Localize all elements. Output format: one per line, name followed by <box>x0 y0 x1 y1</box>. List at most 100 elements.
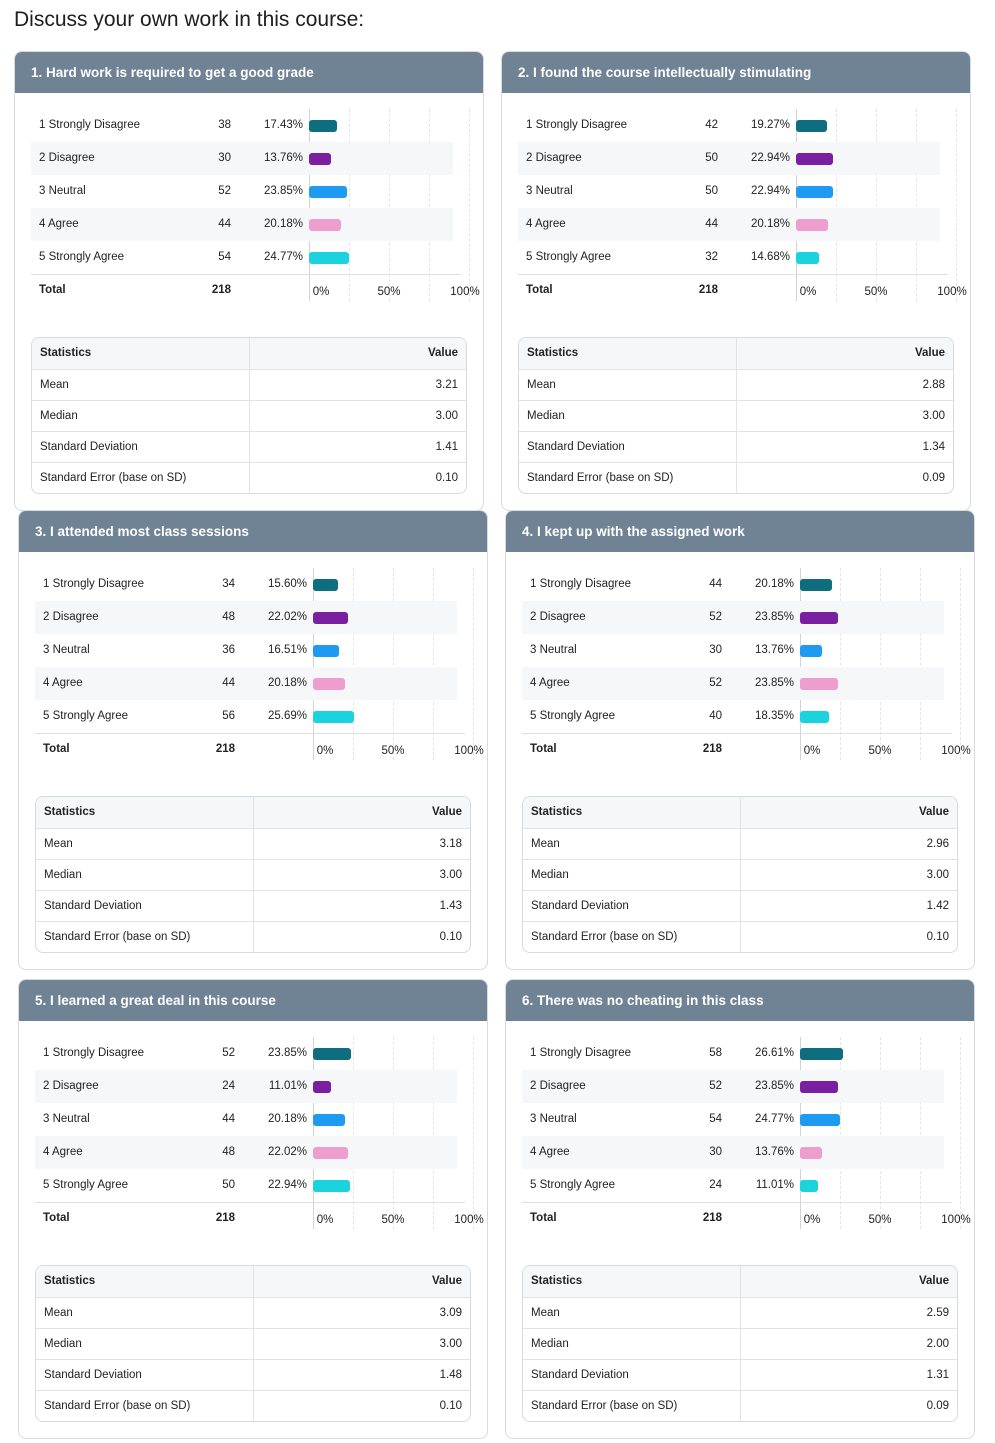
response-label: 5 Strongly Agree <box>43 1179 129 1191</box>
gridline <box>836 109 837 301</box>
axis-tick-label: 50% <box>868 1214 892 1226</box>
response-bar <box>800 1180 818 1192</box>
gridline <box>469 109 470 301</box>
response-bar <box>313 1048 352 1060</box>
response-percent: 23.85% <box>263 185 303 197</box>
response-count: 38 <box>218 119 231 131</box>
statistic-value: 3.00 <box>249 399 466 431</box>
response-bar <box>309 153 332 165</box>
response-count: 44 <box>218 218 231 230</box>
response-label: 3 Neutral <box>526 185 573 197</box>
statistics-table: Statistics Value Mean 3.09 Median 3.00 Standar… <box>35 1265 471 1422</box>
statistics-header: Statistics <box>519 338 737 369</box>
response-bar <box>800 678 839 690</box>
response-count: 52 <box>218 185 231 197</box>
response-row: 5 Strongly Agree 24 11.01% <box>522 1169 944 1202</box>
statistic-value: 1.42 <box>740 889 957 921</box>
value-header: Value <box>740 1266 957 1297</box>
response-bar <box>313 1114 346 1126</box>
statistics-row: Median 3.00 <box>36 858 470 890</box>
statistics-table: Statistics Value Mean 3.21 Median 3.00 Standar… <box>31 337 467 494</box>
response-bar <box>800 1147 823 1159</box>
response-label: 1 Strongly Disagree <box>39 119 140 131</box>
statistics-table: Statistics Value Mean 3.18 Median 3.00 Standar… <box>35 796 471 953</box>
bar-chart: 1 Strongly Disagree 52 23.85% 2 Disagree 24 1… <box>19 1037 487 1253</box>
gridline <box>349 109 350 301</box>
statistic-value: 0.09 <box>736 461 953 493</box>
response-percent: 18.35% <box>754 710 794 722</box>
statistic-value: 2.59 <box>740 1296 957 1328</box>
gridline <box>473 1037 474 1229</box>
gridline <box>876 109 877 301</box>
statistic-label: Median <box>523 1327 741 1359</box>
total-label: Total <box>526 284 553 296</box>
statistic-value: 1.48 <box>253 1358 470 1390</box>
response-count: 42 <box>705 119 718 131</box>
response-count: 44 <box>222 1113 235 1125</box>
response-bar <box>800 1048 843 1060</box>
gridline <box>956 109 957 301</box>
response-count: 36 <box>222 644 235 656</box>
statistic-value: 2.00 <box>740 1327 957 1359</box>
response-label: 5 Strongly Agree <box>526 251 612 263</box>
gridline <box>473 568 474 760</box>
statistics-row: Standard Error (base on SD) 0.10 <box>36 920 470 952</box>
response-row: 4 Agree 44 20.18% <box>35 667 457 700</box>
statistic-value: 3.00 <box>736 399 953 431</box>
gridline <box>393 568 394 760</box>
response-label: 3 Neutral <box>39 185 86 197</box>
statistic-label: Median <box>36 1327 254 1359</box>
gridline <box>880 568 881 760</box>
statistic-value: 1.43 <box>253 889 470 921</box>
axis-tick-label: 100% <box>454 745 484 757</box>
response-count: 30 <box>218 152 231 164</box>
response-row: 1 Strongly Disagree 58 26.61% <box>522 1037 944 1070</box>
statistic-label: Median <box>32 399 250 431</box>
axis-tick-label: 100% <box>941 1214 971 1226</box>
gridline <box>309 109 310 301</box>
response-row: 4 Agree 48 22.02% <box>35 1136 457 1169</box>
response-bar <box>309 252 349 264</box>
response-percent: 20.18% <box>267 677 307 689</box>
statistic-value: 0.10 <box>253 920 470 952</box>
axis-tick-label: 0% <box>316 1214 334 1226</box>
bar-chart: 1 Strongly Disagree 44 20.18% 2 Disagree 52 2… <box>506 568 974 784</box>
response-row: 3 Neutral 44 20.18% <box>35 1103 457 1136</box>
question-card: 1. Hard work is required to get a good g… <box>14 51 484 511</box>
response-percent: 20.18% <box>750 218 790 230</box>
response-row: 5 Strongly Agree 40 18.35% <box>522 700 944 733</box>
response-count: 50 <box>705 185 718 197</box>
axis-tick-label: 50% <box>868 745 892 757</box>
statistic-label: Standard Error (base on SD) <box>32 461 250 493</box>
response-bar <box>309 186 348 198</box>
statistics-row: Mean 2.96 <box>523 827 957 859</box>
question-title: 1. Hard work is required to get a good g… <box>15 52 483 93</box>
value-header: Value <box>249 338 466 369</box>
value-header: Value <box>736 338 953 369</box>
response-label: 3 Neutral <box>530 644 577 656</box>
question-title: 3. I attended most class sessions <box>19 511 487 552</box>
total-label: Total <box>43 1212 70 1224</box>
response-count: 32 <box>705 251 718 263</box>
response-bar <box>313 579 338 591</box>
statistic-label: Median <box>523 858 741 890</box>
total-row: Total 218 <box>522 1202 944 1235</box>
response-percent: 13.76% <box>754 644 794 656</box>
response-bar <box>796 219 829 231</box>
total-count: 218 <box>702 743 722 755</box>
axis-tick-label: 50% <box>381 1214 405 1226</box>
response-count: 56 <box>222 710 235 722</box>
statistics-row: Mean 2.88 <box>519 368 953 400</box>
response-bar <box>313 1147 349 1159</box>
statistics-row: Median 3.00 <box>519 399 953 431</box>
response-label: 4 Agree <box>43 677 83 689</box>
response-count: 50 <box>222 1179 235 1191</box>
gridline <box>313 1037 314 1229</box>
gridline <box>960 568 961 760</box>
gridline <box>393 1037 394 1229</box>
response-row: 4 Agree 44 20.18% <box>31 208 453 241</box>
statistic-value: 1.41 <box>249 430 466 462</box>
question-card: 2. I found the course intellectually sti… <box>501 51 971 511</box>
response-label: 2 Disagree <box>39 152 95 164</box>
response-percent: 19.27% <box>750 119 790 131</box>
